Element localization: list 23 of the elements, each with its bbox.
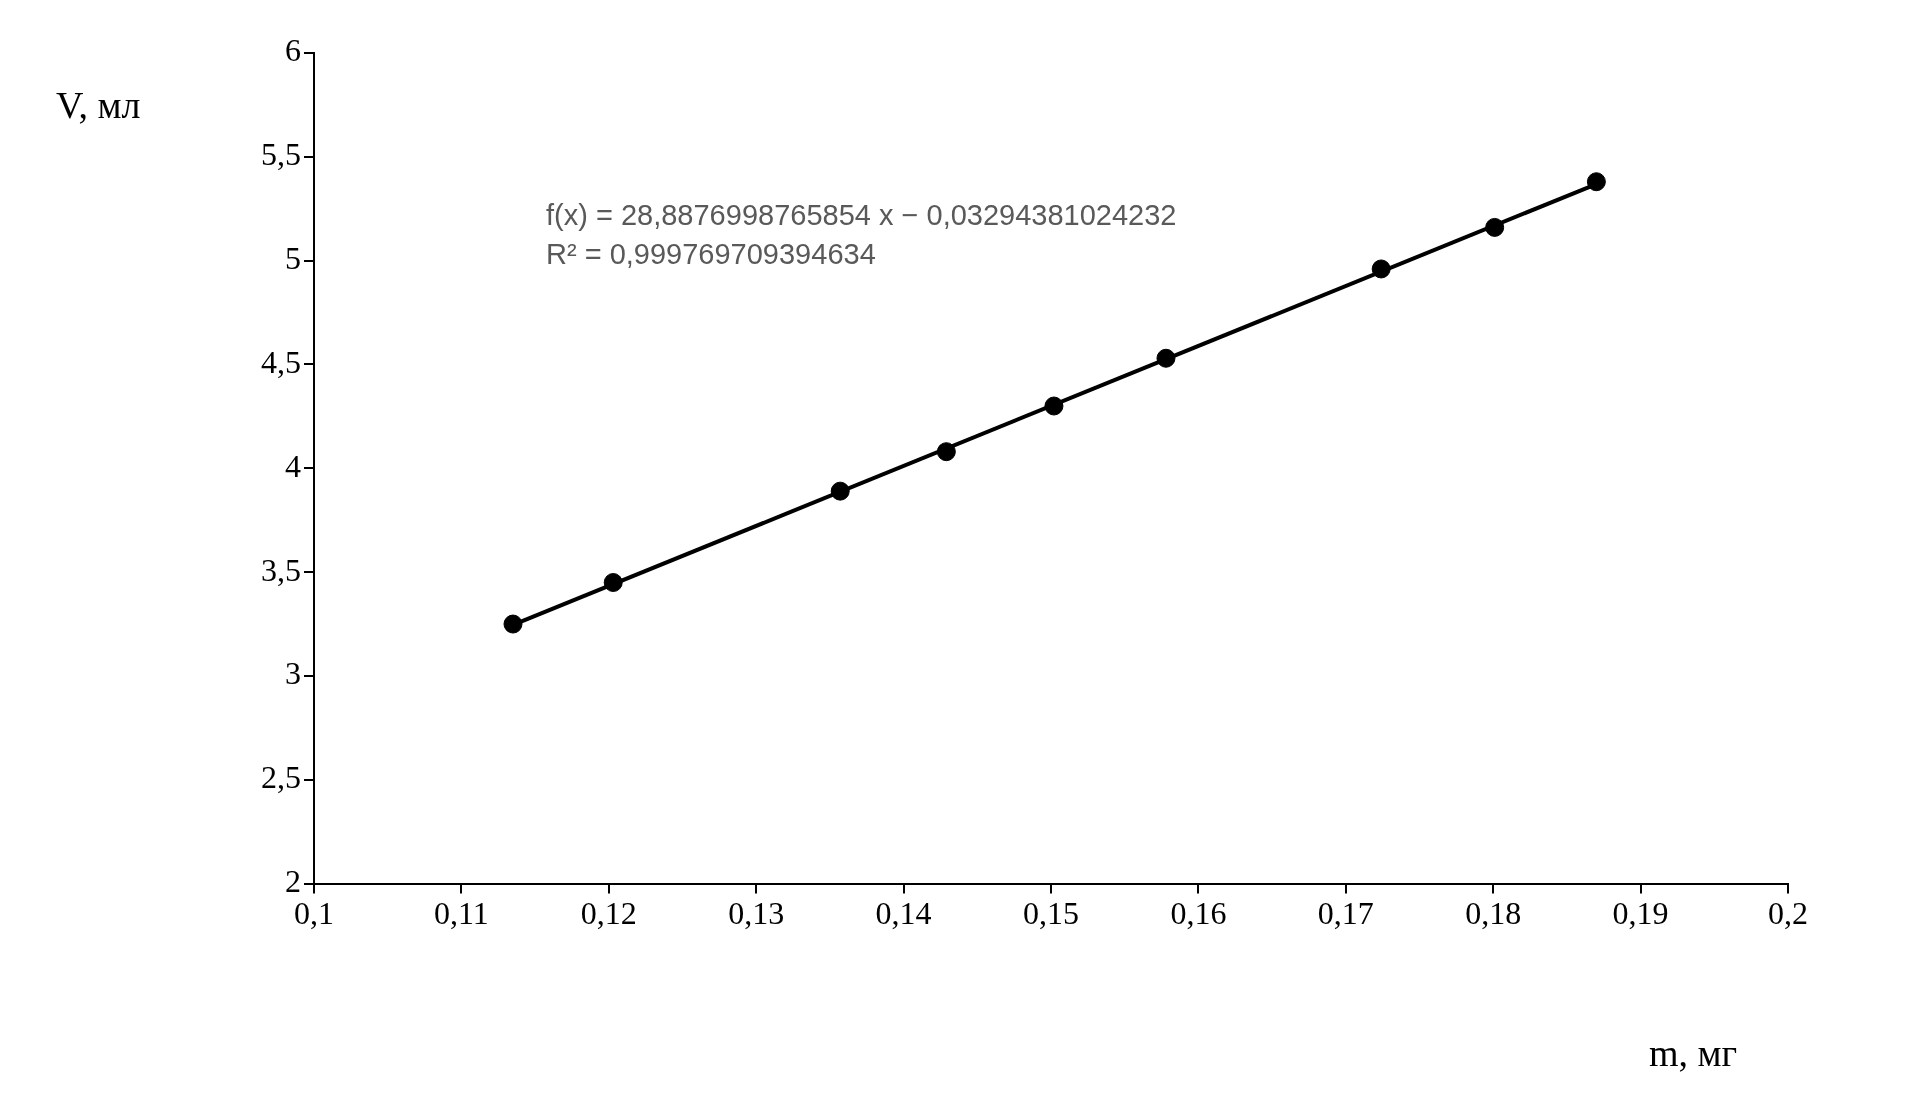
- y-tick-label: 2,5: [261, 759, 301, 796]
- annotation: R² = 0,999769709394634: [546, 238, 876, 270]
- x-tick-label: 0,19: [1612, 895, 1669, 932]
- x-tick-label: 0,17: [1317, 895, 1374, 932]
- y-tick-label: 5,5: [261, 136, 301, 173]
- x-tick-label: 0,12: [580, 895, 637, 932]
- y-tick-label: 4: [285, 447, 301, 484]
- x-axis-title: m, мг: [1648, 1031, 1738, 1074]
- x-tick-label: 0,14: [875, 895, 932, 932]
- y-tick-label: 5: [285, 240, 301, 277]
- x-tick-label: 0,16: [1170, 895, 1227, 932]
- x-tick-label: 0,15: [1023, 895, 1079, 932]
- y-tick-label: 3: [285, 655, 301, 692]
- annotation: f(x) = 28,8876998765854 x − 0,03294381024232: [546, 199, 1177, 231]
- y-axis-title: V, мл: [56, 83, 141, 126]
- point: [1586, 172, 1606, 192]
- y-tick-label: 3,5: [261, 551, 301, 588]
- x-tick-label: 0,2: [1768, 895, 1808, 932]
- x-tick-label: 0,11: [433, 895, 489, 932]
- x-tick-label: 0,18: [1465, 895, 1522, 932]
- x-tick-label: 0,13: [728, 895, 785, 932]
- y-tick-label: 6: [285, 32, 301, 69]
- y-tick-label: 4,5: [261, 343, 301, 380]
